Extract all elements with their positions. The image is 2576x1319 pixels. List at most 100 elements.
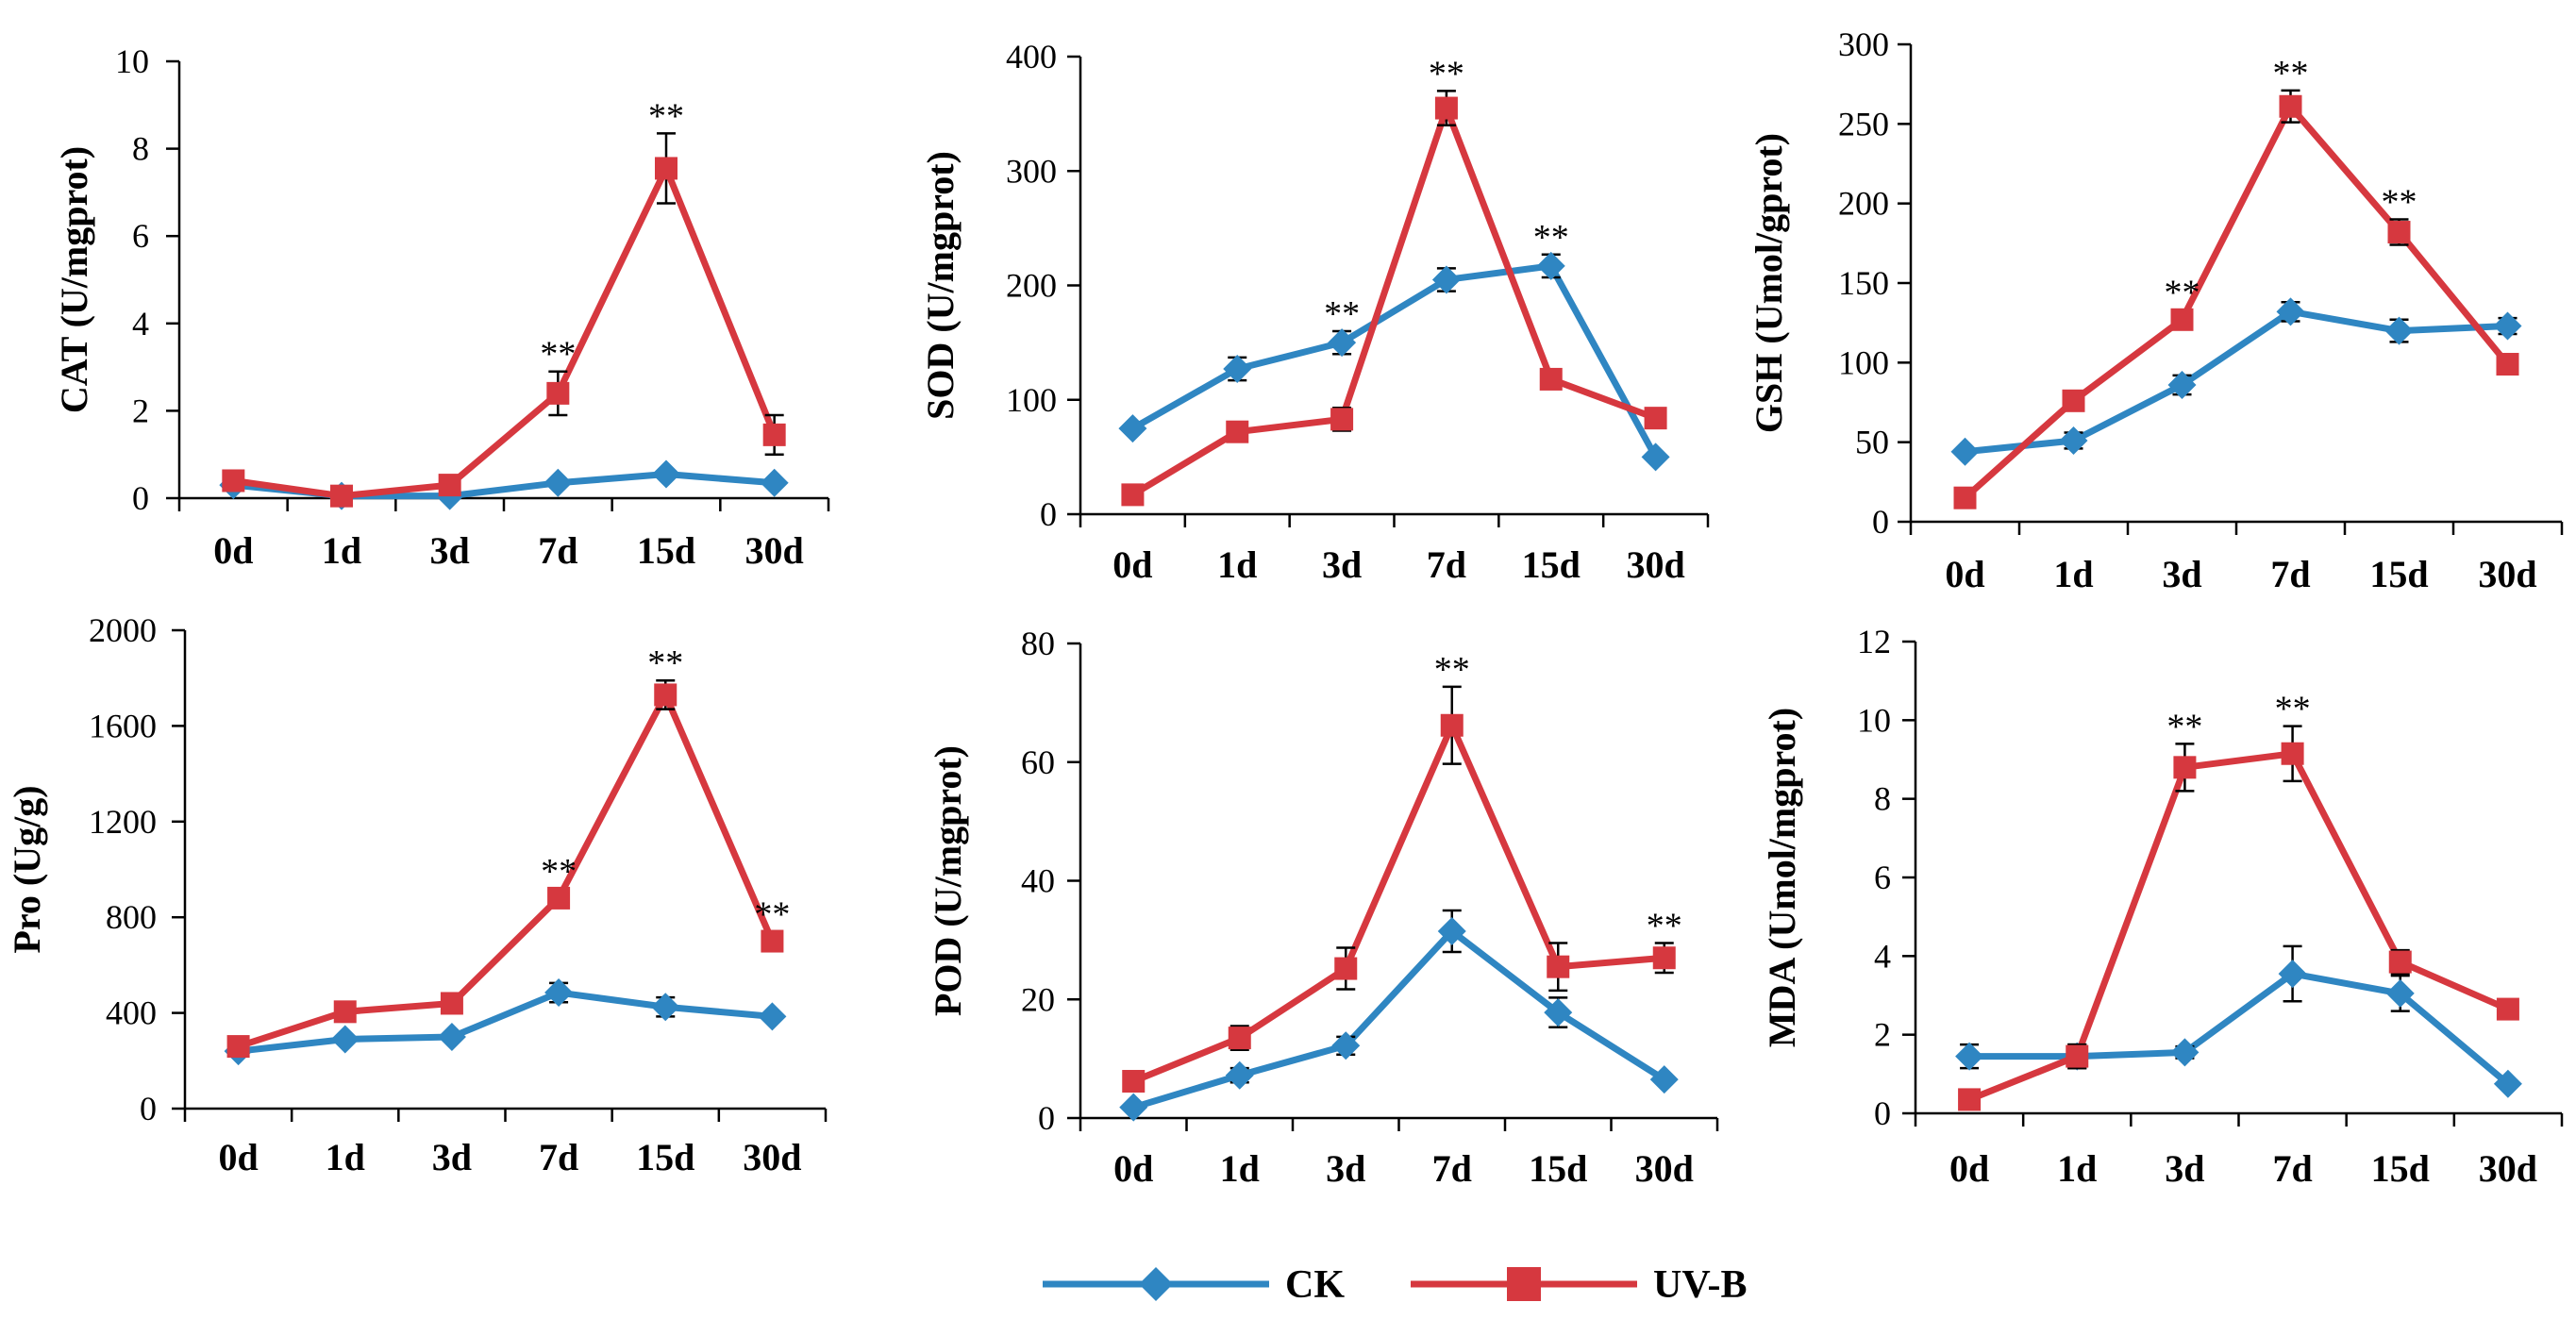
y-tick-label: 40 xyxy=(1021,862,1055,900)
data-point xyxy=(2173,756,2197,779)
data-point xyxy=(1958,1088,1982,1111)
x-tick-label: 0d xyxy=(1949,1147,1989,1190)
significance-marker: ** xyxy=(2166,707,2202,746)
y-tick-label: 800 xyxy=(106,898,157,936)
x-tick-label: 30d xyxy=(743,1136,801,1178)
significance-marker: ** xyxy=(2275,690,2311,729)
data-point xyxy=(2066,1044,2089,1068)
data-point xyxy=(1331,1031,1361,1060)
significance-marker: ** xyxy=(2382,183,2417,223)
y-axis-title: GSH (Umol/gprot) xyxy=(1748,133,1790,433)
series-uvb xyxy=(222,132,786,508)
series-uvb xyxy=(226,678,784,1059)
y-axis-title: Pro (Ug/g) xyxy=(6,785,48,953)
series-ck xyxy=(224,978,787,1066)
series-line xyxy=(1132,927,1666,1111)
data-point xyxy=(546,381,570,405)
x-tick-label: 0d xyxy=(1112,543,1152,586)
data-point xyxy=(1544,998,1573,1027)
data-point xyxy=(437,1022,466,1051)
data-point xyxy=(2276,297,2305,326)
y-tick-label: 8 xyxy=(1874,780,1891,818)
data-point xyxy=(2387,221,2411,244)
data-point xyxy=(1547,955,1570,978)
data-point xyxy=(1644,407,1667,430)
data-point xyxy=(333,1000,357,1024)
x-tick-label: 15d xyxy=(1529,1147,1587,1190)
series-line xyxy=(1130,105,1657,498)
series-line xyxy=(232,164,778,500)
x-tick-label: 3d xyxy=(1322,543,1362,586)
y-tick-label: 4 xyxy=(1874,937,1891,975)
series-line xyxy=(1969,970,2511,1087)
data-point xyxy=(2388,950,2412,974)
data-point xyxy=(2062,389,2085,412)
data-point xyxy=(652,459,680,489)
data-point xyxy=(330,484,353,508)
data-point xyxy=(222,469,245,493)
y-tick-label: 6 xyxy=(132,217,149,255)
data-point xyxy=(1334,957,1358,980)
x-tick-label: 15d xyxy=(2369,553,2428,595)
series-uvb xyxy=(1122,685,1676,1094)
x-tick-label: 3d xyxy=(2165,1147,2204,1190)
legend-label: CK xyxy=(1285,1263,1345,1307)
series-ck xyxy=(1950,297,2522,466)
series-line xyxy=(1963,103,2511,501)
y-tick-label: 4 xyxy=(132,305,149,342)
x-tick-label: 30d xyxy=(1635,1147,1694,1190)
x-tick-label: 7d xyxy=(1432,1147,1472,1190)
x-tick-label: 15d xyxy=(637,529,695,572)
y-tick-label: 2 xyxy=(132,392,149,429)
x-tick-label: 3d xyxy=(430,529,470,572)
x-tick-label: 7d xyxy=(2272,1147,2312,1190)
series-uvb xyxy=(1958,725,2519,1111)
x-tick-label: 1d xyxy=(1220,1147,1260,1190)
series-line xyxy=(1965,308,2508,456)
y-tick-label: 2 xyxy=(1874,1016,1891,1054)
y-tick-label: 80 xyxy=(1021,625,1055,662)
x-tick-label: 0d xyxy=(1945,553,1984,595)
data-point xyxy=(1122,1070,1146,1094)
data-point xyxy=(1953,486,1977,509)
chart-panel-4: 0 400 800 1200 1600 2000 0d 1d 3d 7d 15d 30d Pro (Ug… xyxy=(6,611,828,1178)
series-line xyxy=(1131,722,1665,1085)
significance-marker: ** xyxy=(648,96,684,136)
data-point xyxy=(1434,96,1458,120)
data-point xyxy=(758,1002,787,1031)
x-tick-label: 7d xyxy=(2270,553,2310,595)
y-tick-label: 1600 xyxy=(89,707,157,744)
y-axis-title: CAT (U/mgprot) xyxy=(53,146,95,413)
data-point xyxy=(2278,960,2307,989)
x-tick-label: 1d xyxy=(2057,1147,2097,1190)
data-point xyxy=(2279,94,2302,118)
y-tick-label: 400 xyxy=(1006,38,1057,75)
series-uvb xyxy=(1953,89,2519,509)
significance-marker: ** xyxy=(1647,907,1682,946)
chart-panel-3: 0 50 100 150 200 250 300 0d 1d 3d 7d 15d 30d GSH (Umo… xyxy=(1748,25,2564,595)
y-axis-title: POD (U/mgprot) xyxy=(927,745,969,1016)
x-tick-label: 15d xyxy=(1522,543,1581,586)
significance-marker: ** xyxy=(754,894,790,934)
y-tick-label: 60 xyxy=(1021,743,1055,781)
data-point xyxy=(330,1025,360,1054)
x-tick-label: 30d xyxy=(1626,543,1684,586)
y-tick-label: 0 xyxy=(140,1090,157,1127)
data-point xyxy=(2170,308,2194,331)
significance-marker: ** xyxy=(1429,54,1464,93)
y-tick-label: 200 xyxy=(1006,267,1057,305)
data-point xyxy=(1118,414,1147,443)
data-point xyxy=(2493,311,2522,341)
data-point xyxy=(1119,1093,1148,1122)
data-point xyxy=(1225,1060,1254,1090)
series-ck xyxy=(1118,251,1670,472)
series-line xyxy=(1967,750,2510,1103)
y-tick-label: 50 xyxy=(1855,424,1889,461)
data-point xyxy=(651,993,680,1022)
data-point xyxy=(1440,713,1464,737)
y-tick-label: 8 xyxy=(132,130,149,168)
data-point xyxy=(761,929,784,953)
series-line xyxy=(238,989,773,1055)
y-axis-title: SOD (U/mgprot) xyxy=(919,151,962,420)
data-point xyxy=(2059,426,2088,455)
